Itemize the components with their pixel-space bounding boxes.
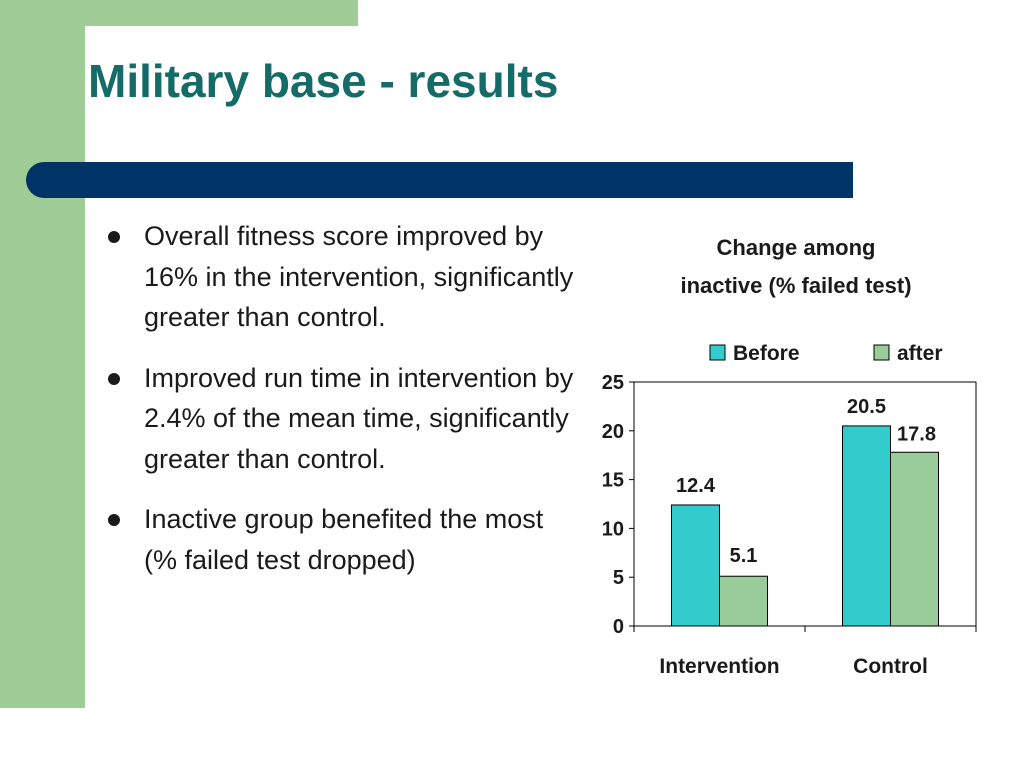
- bar-chart: Change among inactive (% failed test) Be…: [602, 235, 977, 678]
- y-tick-label: 25: [602, 372, 624, 394]
- x-category-label: Intervention: [659, 655, 779, 678]
- bullet-item: Overall fitness score improved by 16% in…: [105, 216, 575, 338]
- y-tick-label: 0: [613, 616, 624, 638]
- bar-after-control: [890, 451, 939, 627]
- bullet-list: Overall fitness score improved by 16% in…: [105, 216, 575, 600]
- legend-swatch-after: [873, 344, 890, 361]
- bullet-text: Inactive group benefited the most (% fai…: [144, 504, 544, 575]
- content-corner: [85, 26, 358, 146]
- bar-before-control: [842, 425, 891, 627]
- bullet-text: Improved run time in intervention by 2.4…: [144, 362, 574, 474]
- chart-legend: Before after: [709, 342, 943, 365]
- bar-before-intervention: [671, 504, 720, 627]
- bullet-item: Improved run time in intervention by 2.4…: [105, 358, 575, 480]
- chart-title-line-2: inactive (% failed test): [680, 273, 911, 298]
- legend-label-after: after: [897, 342, 943, 365]
- bullet-dot-icon: [108, 514, 120, 526]
- y-tick-label: 15: [602, 470, 624, 492]
- legend-swatch-before: [709, 344, 726, 361]
- title-underline-bar: [26, 162, 853, 198]
- plot-area: 0 5 10 15 20 25 Intervention 12.4 5.1 Control 20.5…: [602, 372, 977, 678]
- top-strip: [0, 0, 358, 26]
- data-label: 5.1: [730, 545, 758, 567]
- data-label: 17.8: [897, 423, 936, 445]
- legend-label-before: Before: [733, 342, 800, 365]
- slide-title: Military base - results: [88, 55, 559, 107]
- bullet-text: Overall fitness score improved by 16% in…: [144, 221, 574, 332]
- y-tick-label: 20: [602, 421, 624, 443]
- y-tick-label: 10: [602, 518, 624, 540]
- x-category-label: Control: [853, 655, 928, 678]
- bar-after-intervention: [719, 575, 768, 627]
- bullet-dot-icon: [108, 231, 120, 243]
- y-tick-label: 5: [613, 567, 624, 589]
- data-label: 12.4: [676, 475, 716, 497]
- bullet-item: Inactive group benefited the most (% fai…: [105, 499, 575, 580]
- data-label: 20.5: [847, 396, 886, 418]
- chart-title-line-1: Change among: [717, 235, 876, 260]
- side-strip: [0, 0, 85, 708]
- bullet-dot-icon: [108, 372, 120, 385]
